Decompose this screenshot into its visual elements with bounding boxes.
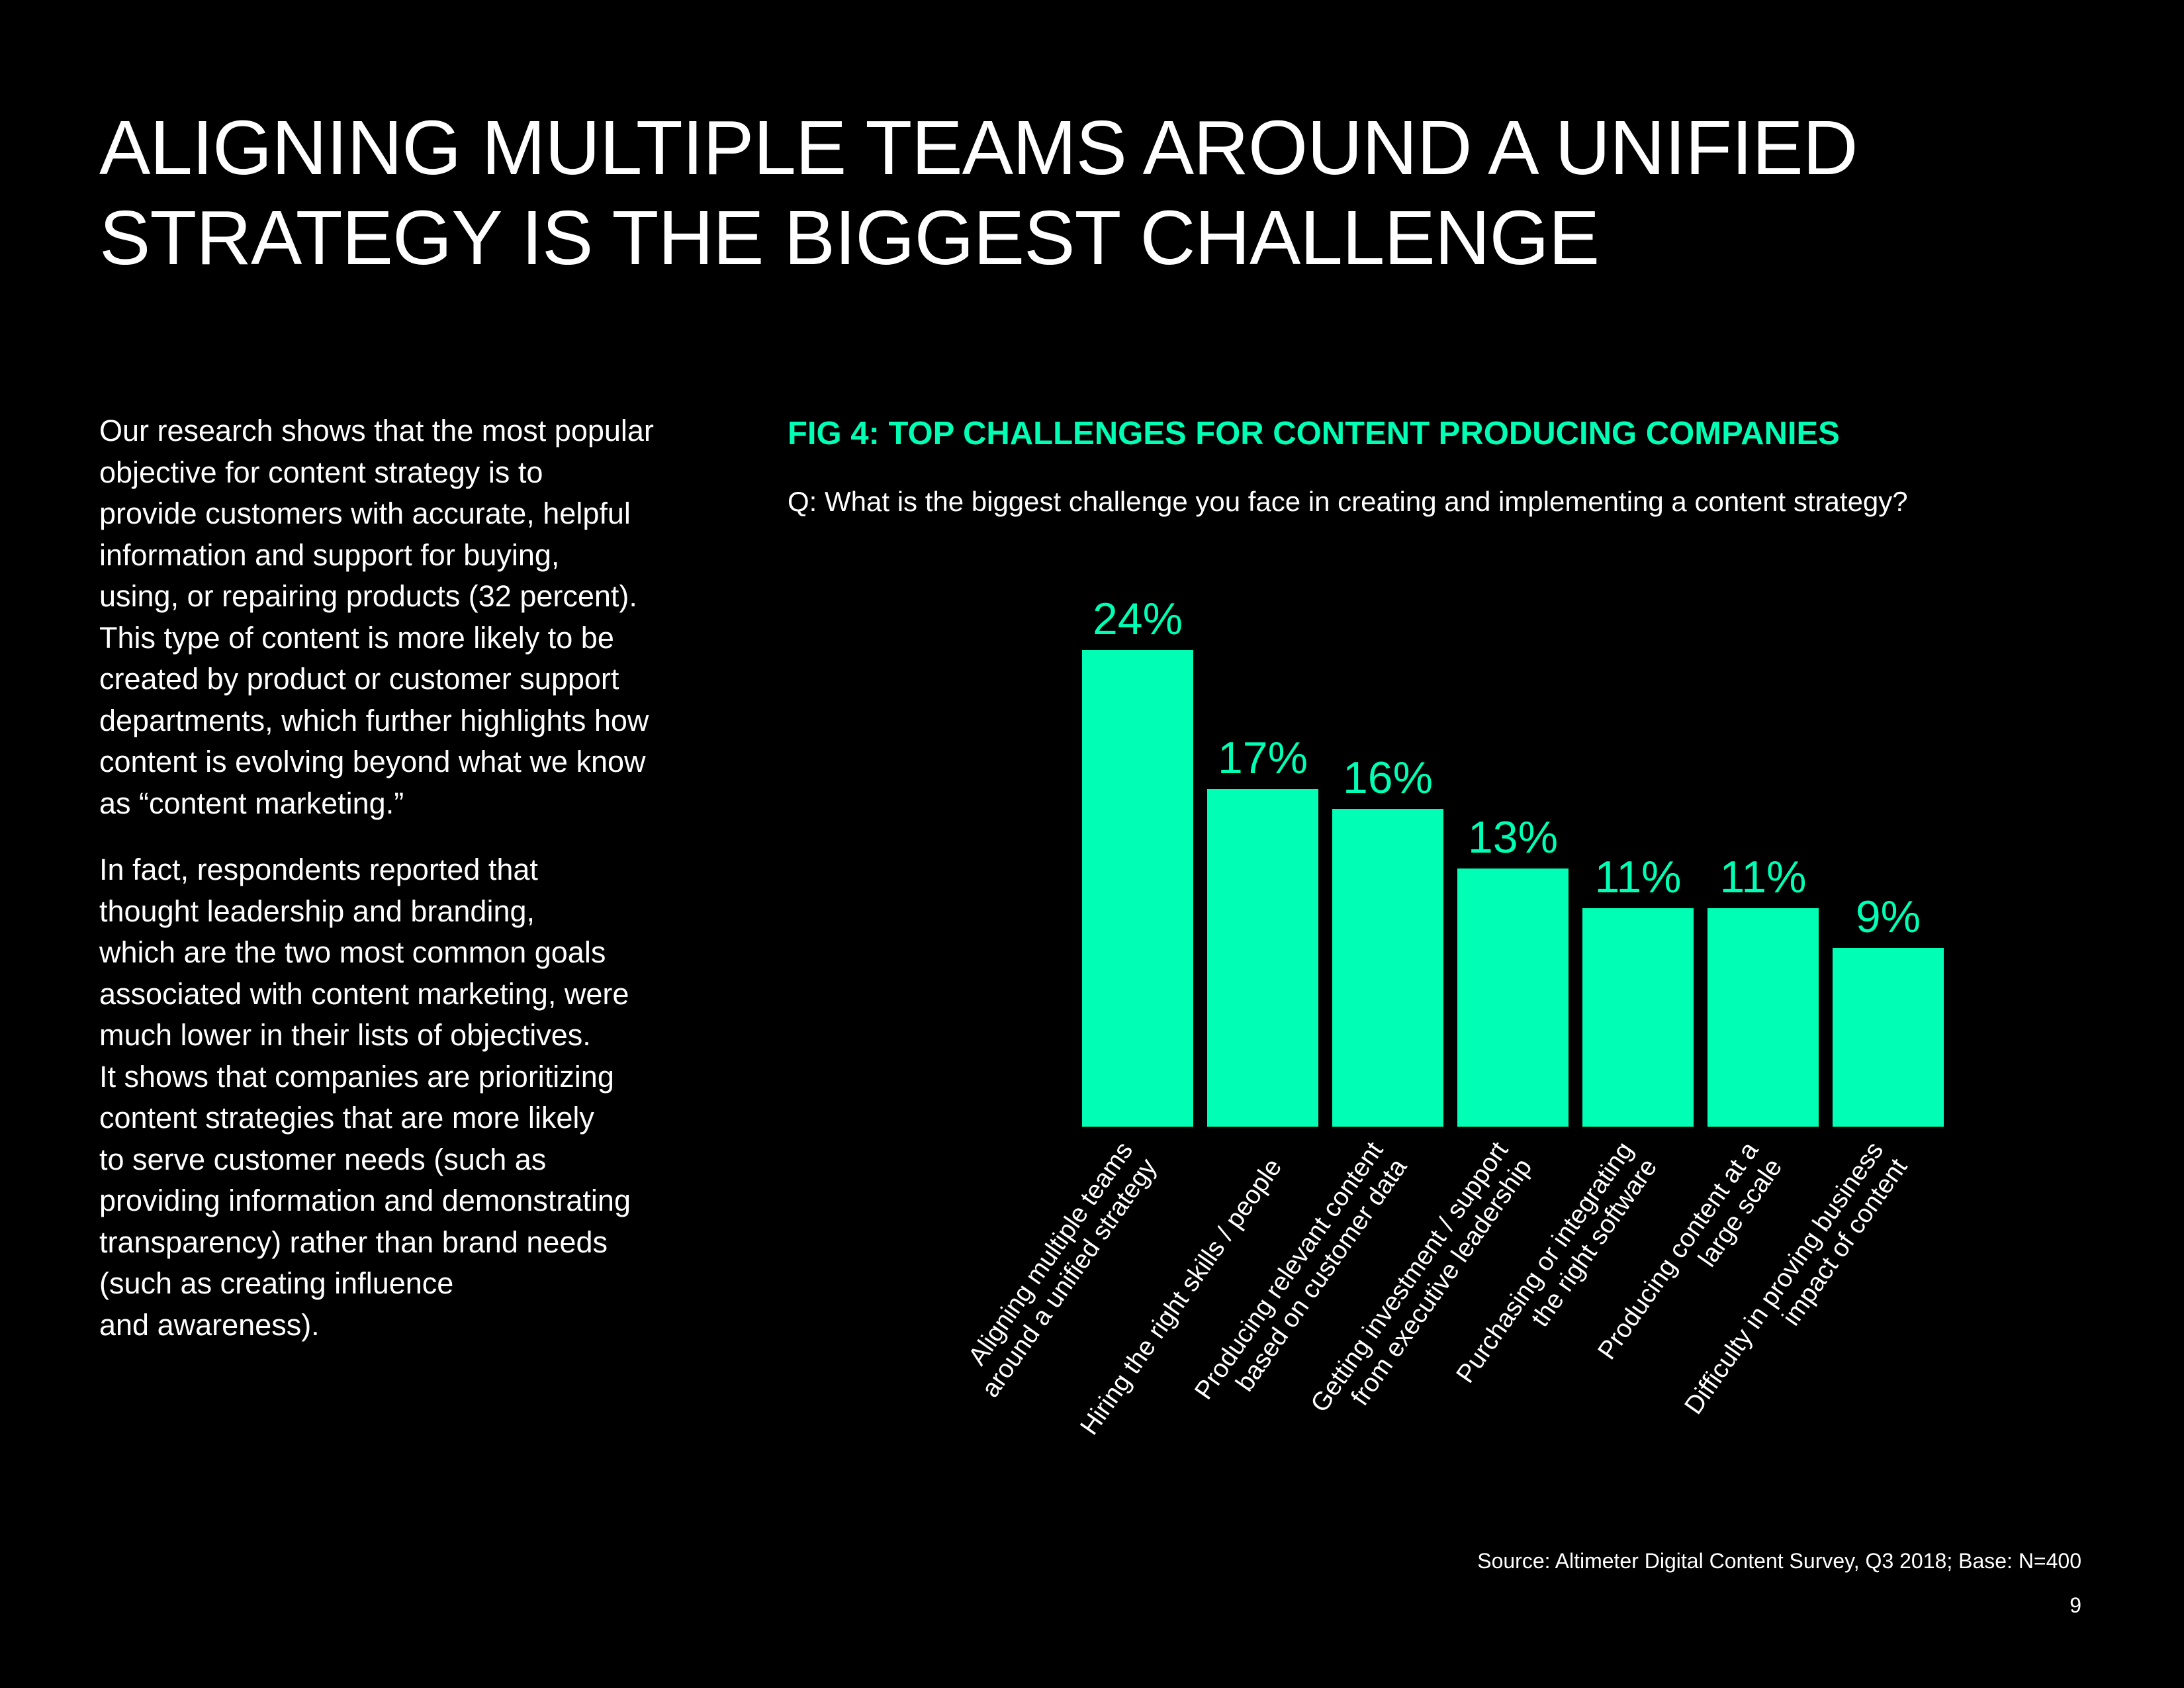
body-line: transparency) rather than brand needs xyxy=(99,1225,608,1259)
body-line: and awareness). xyxy=(99,1307,320,1342)
figure-title: FIG 4: TOP CHALLENGES FOR CONTENT PRODUC… xyxy=(788,416,1840,451)
body-line: using, or repairing products (32 percent… xyxy=(99,579,637,613)
body-line: providing information and demonstrating xyxy=(99,1184,631,1217)
bar xyxy=(1082,650,1193,1127)
body-line: Our research shows that the most popular xyxy=(99,414,654,447)
page-title-line: ALIGNING MULTIPLE TEAMS AROUND A UNIFIED xyxy=(99,105,1858,191)
page-title: ALIGNING MULTIPLE TEAMS AROUND A UNIFIED… xyxy=(99,103,2019,283)
body-line: to serve customer needs (such as xyxy=(99,1142,547,1176)
bar-value-label: 11% xyxy=(1594,852,1681,902)
body-line: created by product or customer support xyxy=(99,662,619,696)
body-line: information and support for buying, xyxy=(99,538,560,572)
bar-value-label: 11% xyxy=(1719,852,1806,902)
bar xyxy=(1582,908,1694,1127)
bar xyxy=(1833,948,1944,1127)
body-line: It shows that companies are prioritizing xyxy=(99,1059,614,1094)
body-line: thought leadership and branding, xyxy=(99,894,535,928)
body-line: which are the two most common goals xyxy=(99,935,606,969)
bar xyxy=(1457,868,1569,1127)
figure-question: Q: What is the biggest challenge you fac… xyxy=(788,486,1908,517)
bar-value-label: 13% xyxy=(1468,812,1558,863)
source-note: Source: Altimeter Digital Content Survey… xyxy=(1477,1549,2081,1573)
body-line: (such as creating influence xyxy=(99,1266,454,1300)
bar-value-label: 24% xyxy=(1093,594,1183,644)
body-line: content is evolving beyond what we know xyxy=(99,745,646,778)
body-line: associated with content marketing, were xyxy=(99,976,629,1011)
body-line: departments, which further highlights ho… xyxy=(99,703,649,737)
body-paragraph: In fact, respondents reported that thoug… xyxy=(99,849,728,1346)
body-text: Our research shows that the most popular… xyxy=(99,410,728,1371)
bar xyxy=(1332,809,1443,1127)
body-line: In fact, respondents reported that xyxy=(99,853,538,886)
body-line: objective for content strategy is to xyxy=(99,455,543,489)
category-label-line: Aligning multiple teams xyxy=(963,1137,1138,1370)
page-title-line: STRATEGY IS THE BIGGEST CHALLENGE xyxy=(99,195,1600,281)
body-line: much lower in their lists of objectives. xyxy=(99,1018,591,1052)
bar xyxy=(1207,789,1318,1127)
body-line: content strategies that are more likely xyxy=(99,1101,594,1135)
body-line: as “content marketing.” xyxy=(99,786,404,820)
body-line: This type of content is more likely to b… xyxy=(99,620,614,655)
bar-value-label: 9% xyxy=(1856,892,1921,942)
page-number: 9 xyxy=(2070,1593,2081,1617)
bar xyxy=(1707,908,1819,1127)
body-line: provide customers with accurate, helpful xyxy=(99,496,631,530)
bar-value-label: 17% xyxy=(1218,733,1308,783)
body-paragraph: Our research shows that the most popular… xyxy=(99,410,728,824)
bar-value-label: 16% xyxy=(1343,753,1433,803)
